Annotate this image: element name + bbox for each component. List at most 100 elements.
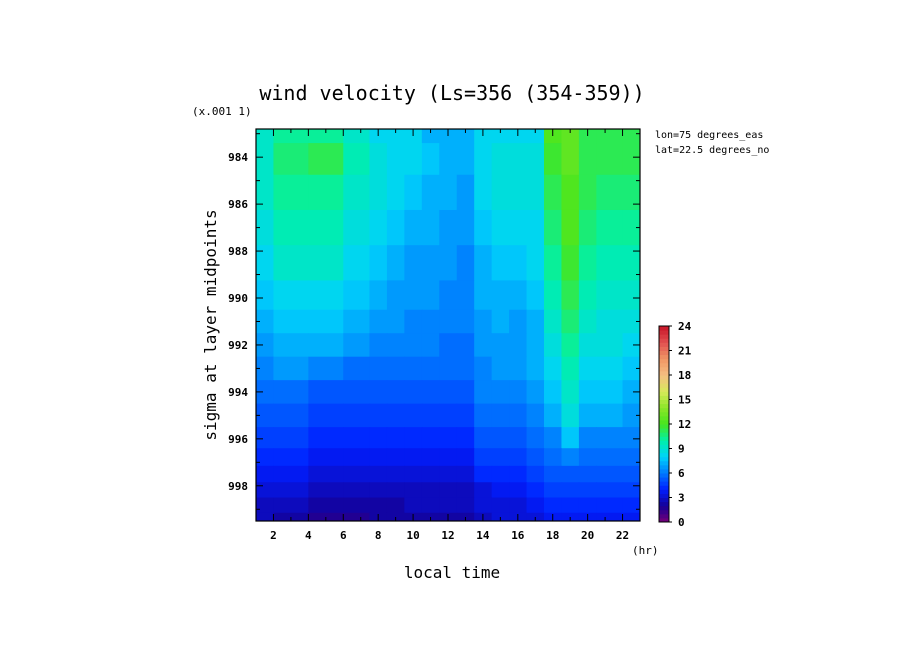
heatmap-cell <box>439 143 458 176</box>
heatmap-cell <box>474 280 493 311</box>
heatmap-cell <box>526 143 545 176</box>
heatmap-cell <box>526 129 545 144</box>
heatmap-cell <box>544 427 563 449</box>
heatmap-cell <box>622 497 640 514</box>
heatmap-cell <box>578 309 597 334</box>
y-tick-label: 996 <box>228 433 248 446</box>
heatmap-cell <box>386 280 405 311</box>
x-tick-label: 6 <box>340 529 347 542</box>
heatmap-cell <box>526 333 545 358</box>
heatmap-cell <box>544 209 563 246</box>
colorbar-segment <box>659 452 669 458</box>
colorbar-segment <box>659 517 669 523</box>
heatmap-cell <box>526 209 545 246</box>
colorbar-tick-label: 6 <box>678 467 685 480</box>
heatmap-cell <box>273 129 309 144</box>
heatmap-cell <box>404 309 423 334</box>
heatmap-cell <box>256 497 275 514</box>
heatmap-cell <box>509 129 528 144</box>
heatmap-cell <box>404 465 423 483</box>
colorbar-segment <box>659 444 669 449</box>
heatmap-cell <box>526 427 545 449</box>
heatmap-cell <box>544 448 563 467</box>
heatmap-cell <box>308 427 344 449</box>
heatmap-cell <box>491 280 510 311</box>
heatmap-cell <box>491 448 510 467</box>
heatmap-cell <box>273 309 309 334</box>
heatmap-cell <box>308 174 344 211</box>
chart-title: wind velocity (Ls=356 (354-359)) <box>259 81 644 105</box>
heatmap-cell <box>474 209 493 246</box>
heatmap-cell <box>596 512 624 521</box>
colorbar-segment <box>659 489 669 494</box>
y-tick-label: 988 <box>228 245 248 258</box>
heatmap-cell <box>474 380 493 405</box>
heatmap-cell <box>421 245 440 281</box>
heatmap-cell <box>474 427 493 449</box>
heatmap-cell <box>561 465 580 483</box>
heatmap-cell <box>343 482 371 499</box>
colorbar-segment <box>659 428 669 433</box>
heatmap-cell <box>544 174 563 211</box>
heatmap-cell <box>386 497 405 514</box>
heatmap-cell <box>509 309 528 334</box>
y-axis-label: sigma at layer midpoints <box>201 209 220 440</box>
heatmap-cell <box>404 129 423 144</box>
heatmap-cell <box>596 143 624 176</box>
heatmap-cell <box>526 245 545 281</box>
x-tick-label: 2 <box>270 529 277 542</box>
heatmap-cell <box>421 497 440 514</box>
heatmap-cell <box>369 209 388 246</box>
colorbar-segment <box>659 399 669 405</box>
heatmap-cell <box>561 448 580 467</box>
heatmap-cell <box>273 333 309 358</box>
heatmap-cell <box>343 333 371 358</box>
heatmap-cell <box>404 280 423 311</box>
colorbar-segment <box>659 448 669 454</box>
heatmap-cell <box>386 333 405 358</box>
heatmap-cell <box>596 280 624 311</box>
heatmap-cell <box>456 482 475 499</box>
heatmap-cell <box>526 380 545 405</box>
colorbar-segment <box>659 383 669 388</box>
heatmap-cell <box>561 482 580 499</box>
heatmap-cell <box>439 465 458 483</box>
heatmap-cell <box>544 309 563 334</box>
heatmap-cell <box>561 245 580 281</box>
heatmap-cell <box>456 448 475 467</box>
heatmap-cell <box>439 245 458 281</box>
heatmap-cell <box>308 403 344 428</box>
heatmap-cell <box>421 356 440 381</box>
y-axis: 984 986 988 990 992 994 996 998 <box>228 133 640 510</box>
y-scale-note: (x.001 1) <box>192 105 252 118</box>
heatmap-cell <box>596 380 624 405</box>
colorbar-segment <box>659 440 669 445</box>
y-tick-label: 984 <box>228 151 248 164</box>
heatmap-cell <box>386 245 405 281</box>
heatmap-cell <box>273 280 309 311</box>
heatmap-cell <box>439 209 458 246</box>
heatmap-cell <box>526 465 545 483</box>
heatmap-cell <box>561 512 580 521</box>
heatmap-cell <box>491 129 510 144</box>
heatmap-cell <box>622 174 640 211</box>
heatmap-cell <box>439 482 458 499</box>
heatmap-cell <box>256 280 275 311</box>
heatmap-cell <box>308 309 344 334</box>
heatmap-cell <box>596 448 624 467</box>
heatmap-cell <box>526 174 545 211</box>
heatmap-cell <box>273 174 309 211</box>
heatmap-cell <box>308 482 344 499</box>
heatmap-cell <box>544 497 563 514</box>
colorbar-segment <box>659 485 669 490</box>
heatmap-cell <box>544 482 563 499</box>
heatmap-cell <box>622 209 640 246</box>
heatmap-cell <box>561 403 580 428</box>
heatmap-cell <box>474 333 493 358</box>
plot-area <box>256 129 640 521</box>
heatmap-cell <box>544 465 563 483</box>
heatmap-cell <box>491 427 510 449</box>
colorbar-segment <box>659 415 669 421</box>
colorbar-segment <box>659 370 669 376</box>
heatmap-cell <box>386 465 405 483</box>
